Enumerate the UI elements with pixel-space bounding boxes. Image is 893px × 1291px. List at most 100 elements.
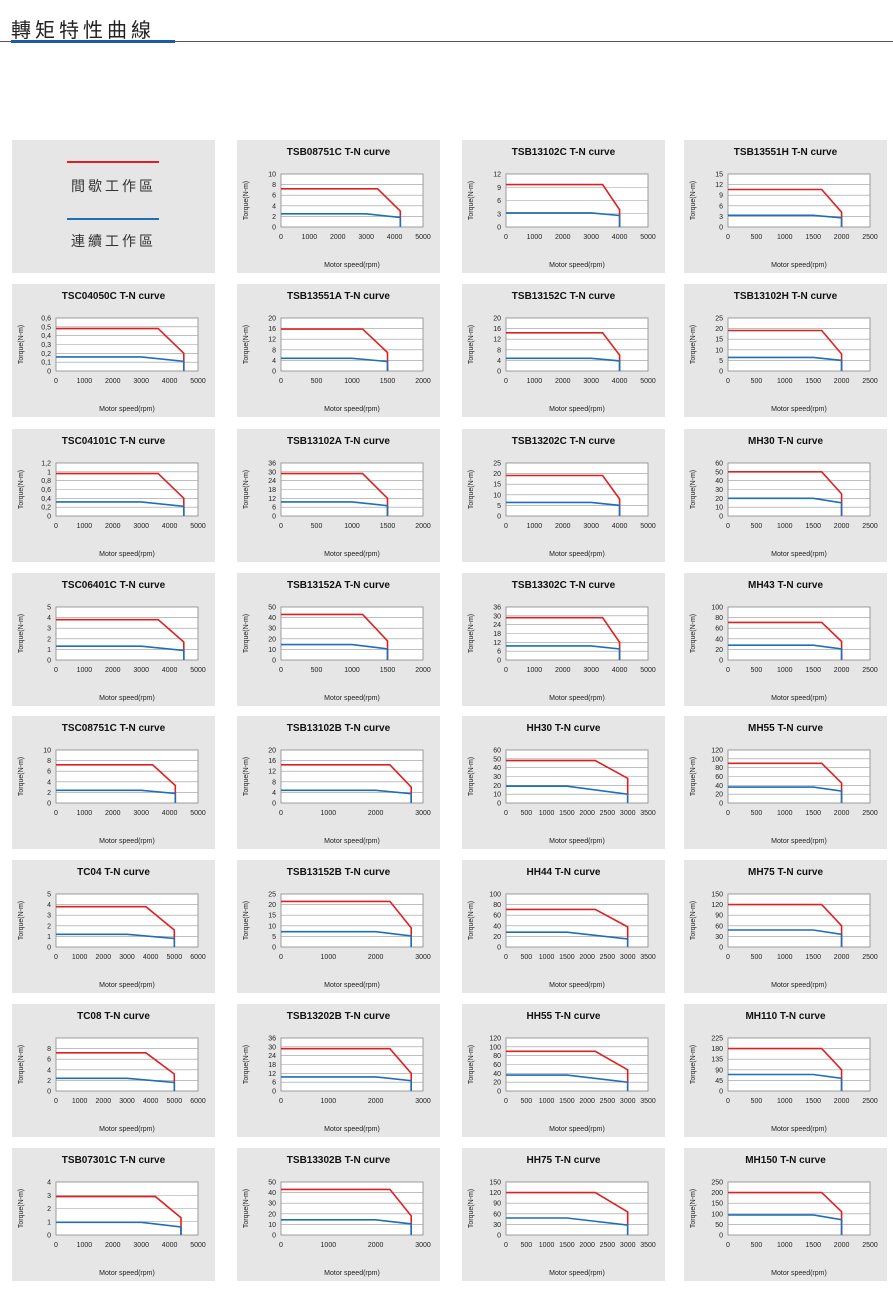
x-tick-label: 4000 xyxy=(387,234,403,241)
x-tick-label: 500 xyxy=(751,523,763,530)
x-tick-label: 1000 xyxy=(777,1242,793,1249)
y-tick-label: 3 xyxy=(497,211,501,218)
continuous-series-line xyxy=(506,1217,629,1235)
x-axis-label: Motor speed(rpm) xyxy=(771,982,827,989)
x-tick-label: 4000 xyxy=(162,378,178,385)
y-tick-label: 0 xyxy=(497,225,501,232)
x-tick-label: 3000 xyxy=(358,234,374,241)
chart-title: TSB13102H T-N curve xyxy=(734,291,838,302)
x-tick-label: 0 xyxy=(54,378,58,385)
x-tick-label: 2500 xyxy=(862,954,878,961)
y-tick-label: 5 xyxy=(47,892,51,899)
x-axis-label: Motor speed(rpm) xyxy=(99,695,155,702)
x-tick-label: 1000 xyxy=(77,378,93,385)
y-tick-label: 0,2 xyxy=(41,505,51,512)
continuous-series-line xyxy=(56,933,176,947)
x-tick-label: 1000 xyxy=(344,667,360,674)
x-tick-label: 1500 xyxy=(805,378,821,385)
tn-curve-chart: TSB08751C T-N curve 0 2 4 6 8 10 0 1000 2000 3000 4… xyxy=(243,147,431,269)
y-tick-label: 4 xyxy=(47,902,51,909)
x-tick-label: 1000 xyxy=(777,378,793,385)
y-tick-label: 30 xyxy=(715,934,723,941)
y-tick-label: 3 xyxy=(47,626,51,633)
continuous-series-line xyxy=(281,1219,412,1235)
y-tick-label: 60 xyxy=(715,626,723,633)
x-tick-label: 4000 xyxy=(143,954,159,961)
x-axis-label: Motor speed(rpm) xyxy=(324,1126,380,1133)
y-tick-label: 150 xyxy=(489,1180,501,1187)
y-tick-label: 0 xyxy=(719,658,723,665)
x-tick-label: 500 xyxy=(311,523,323,530)
x-tick-label: 2000 xyxy=(96,954,112,961)
chart-panel: MH55 T-N curve 0 20 40 60 80 100 120 0 500 1000 150… xyxy=(684,716,887,849)
chart-title: TSB13102A T-N curve xyxy=(287,436,390,447)
y-tick-label: 40 xyxy=(715,478,723,485)
x-tick-label: 1500 xyxy=(805,954,821,961)
y-axis-label: Torque(N-m) xyxy=(18,1045,25,1084)
y-axis-label: Torque(N-m) xyxy=(468,325,475,364)
y-axis-label: Torque(N-m) xyxy=(18,757,25,796)
y-tick-label: 25 xyxy=(493,461,501,468)
x-tick-label: 1000 xyxy=(777,810,793,817)
plot-area xyxy=(280,317,424,372)
x-axis-label: Motor speed(rpm) xyxy=(549,262,605,269)
x-tick-label: 2000 xyxy=(834,1098,850,1105)
y-tick-label: 8 xyxy=(272,347,276,354)
page-header: 轉矩特性曲線 xyxy=(0,0,893,46)
x-tick-label: 3000 xyxy=(620,1242,636,1249)
x-tick-label: 0 xyxy=(504,954,508,961)
x-tick-label: 3000 xyxy=(583,667,599,674)
intermittent-series-line xyxy=(506,908,629,947)
continuous-series-line xyxy=(728,497,843,516)
y-tick-label: 10 xyxy=(268,172,276,179)
x-tick-label: 0 xyxy=(54,954,58,961)
x-tick-label: 2000 xyxy=(105,523,121,530)
x-axis-label: Motor speed(rpm) xyxy=(771,1126,827,1133)
tn-curve-chart: TSB13102H T-N curve 0 5 10 15 20 25 0 500 1000 150… xyxy=(690,291,878,413)
x-tick-label: 3500 xyxy=(640,1242,656,1249)
x-tick-label: 0 xyxy=(54,1242,58,1249)
y-tick-label: 2 xyxy=(272,214,276,221)
y-tick-label: 40 xyxy=(493,1071,501,1078)
y-tick-label: 5 xyxy=(497,503,501,510)
y-tick-label: 0 xyxy=(497,1233,501,1240)
y-tick-label: 15 xyxy=(493,482,501,489)
y-tick-label: 9 xyxy=(497,185,501,192)
plot-area xyxy=(727,893,871,948)
x-tick-label: 2500 xyxy=(862,810,878,817)
x-tick-label: 3500 xyxy=(640,1098,656,1105)
y-tick-label: 150 xyxy=(711,1201,723,1208)
y-tick-label: 80 xyxy=(493,1053,501,1060)
y-tick-label: 0 xyxy=(719,514,723,521)
chart-title: TSB13202C T-N curve xyxy=(512,436,616,447)
tn-curve-chart: TSC04101C T-N curve 0 0,2 0,4 0,6 0,8 11,2 0 100… xyxy=(18,436,206,558)
y-tick-label: 4 xyxy=(497,358,501,365)
x-tick-label: 2500 xyxy=(600,1098,616,1105)
y-tick-label: 60 xyxy=(715,923,723,930)
chart-title: HH55 T-N curve xyxy=(527,1011,601,1022)
y-tick-label: 0,8 xyxy=(41,478,51,485)
y-tick-label: 0 xyxy=(719,1089,723,1096)
x-tick-label: 4000 xyxy=(612,523,628,530)
x-tick-label: 2500 xyxy=(862,234,878,241)
y-tick-label: 18 xyxy=(493,631,501,638)
y-tick-label: 20 xyxy=(493,783,501,790)
chart-panel: TSB13551H T-N curve 0 3 6 9 12 15 0 500 1000 1500 2… xyxy=(684,140,887,273)
y-tick-label: 6 xyxy=(47,1057,51,1064)
x-tick-label: 1500 xyxy=(559,1098,575,1105)
x-tick-label: 3000 xyxy=(133,1242,149,1249)
continuous-series-line xyxy=(281,643,389,660)
x-tick-label: 1500 xyxy=(805,810,821,817)
chart-panel: MH150 T-N curve 0 50 100 150 200 250 0 500 1000 15… xyxy=(684,1148,887,1281)
y-tick-label: 0 xyxy=(272,369,276,376)
tn-curve-chart: TC08 T-N curve 0 2 4 6 8 0 1000 2000 3000 4000 5000… xyxy=(18,1011,206,1133)
y-tick-label: 8 xyxy=(272,779,276,786)
tn-curve-chart: TSB13302B T-N curve 0 10 20 30 40 50 0 1000 2000 3… xyxy=(243,1155,431,1277)
y-tick-label: 20 xyxy=(268,902,276,909)
x-tick-label: 2500 xyxy=(600,1242,616,1249)
chart-title: TC04 T-N curve xyxy=(77,867,150,878)
y-tick-label: 90 xyxy=(715,913,723,920)
y-tick-label: 5 xyxy=(719,358,723,365)
